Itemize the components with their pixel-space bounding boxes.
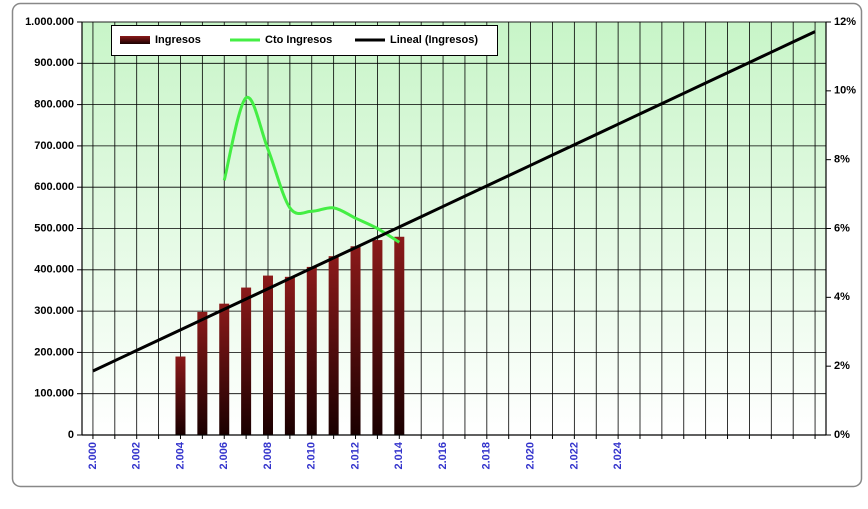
legend-label: Ingresos xyxy=(155,34,201,46)
bar xyxy=(175,356,186,435)
x-tick-label: 2.004 xyxy=(174,441,186,469)
x-tick-label: 2.000 xyxy=(87,442,99,470)
y2-tick-label: 10% xyxy=(834,85,856,97)
y-tick-label: 300.000 xyxy=(34,305,74,317)
legend-label: Lineal (Ingresos) xyxy=(390,34,478,46)
bar xyxy=(350,246,361,435)
x-tick-label: 2.002 xyxy=(131,442,143,470)
y-tick-label: 700.000 xyxy=(34,140,74,152)
y-tick-label: 100.000 xyxy=(34,388,74,400)
x-tick-label: 2.022 xyxy=(568,442,580,470)
y-tick-label: 900.000 xyxy=(34,57,74,69)
y2-tick-label: 2% xyxy=(834,360,850,372)
bar xyxy=(306,266,317,435)
y-tick-label: 1.000.000 xyxy=(25,16,74,28)
bar xyxy=(394,236,405,435)
legend-box xyxy=(111,25,498,56)
x-tick-label: 2.018 xyxy=(481,442,493,470)
y2-tick-label: 8% xyxy=(834,154,850,166)
line xyxy=(222,96,401,244)
x-tick-label: 2.006 xyxy=(218,442,230,470)
x-tick-label: 2.014 xyxy=(393,441,405,469)
x-tick-label: 2.024 xyxy=(612,441,624,469)
y2-tick-label: 0% xyxy=(834,429,850,441)
y-tick-label: 600.000 xyxy=(34,181,74,193)
y-tick-label: 800.000 xyxy=(34,99,74,111)
x-tick-label: 2.016 xyxy=(437,442,449,470)
bar xyxy=(241,287,252,435)
y2-tick-label: 4% xyxy=(834,291,850,303)
legend-swatch xyxy=(120,36,150,44)
bar xyxy=(263,275,273,435)
legend-label: Cto Ingresos xyxy=(265,34,332,46)
y-tick-label: 400.000 xyxy=(34,264,74,276)
x-tick-label: 2.012 xyxy=(349,442,361,470)
x-tick-label: 2.008 xyxy=(262,442,274,470)
x-tick-label: 2.020 xyxy=(524,442,536,470)
y-tick-label: 500.000 xyxy=(34,222,74,234)
bar xyxy=(219,303,230,435)
bar xyxy=(284,276,295,435)
y-tick-label: 200.000 xyxy=(34,346,74,358)
bar xyxy=(328,256,339,435)
y2-tick-label: 6% xyxy=(834,222,850,234)
y2-tick-label: 12% xyxy=(834,16,856,28)
bar xyxy=(372,240,383,435)
x-tick-label: 2.010 xyxy=(306,442,318,470)
line xyxy=(92,30,816,373)
y-tick-label: 0 xyxy=(68,429,74,441)
bar xyxy=(197,311,208,435)
